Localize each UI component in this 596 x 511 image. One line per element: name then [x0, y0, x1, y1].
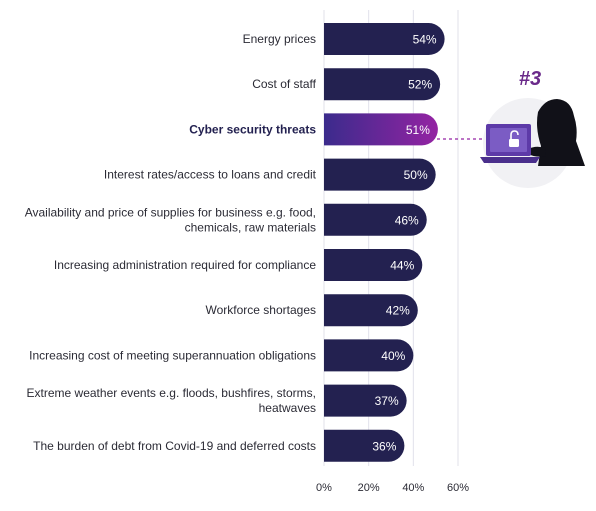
x-tick-label: 20%	[358, 482, 380, 494]
bar	[324, 384, 407, 417]
category-label: Increasing administration required for c…	[54, 258, 316, 272]
rank-label: #3	[519, 68, 541, 90]
bar-value-label: 40%	[381, 349, 405, 363]
category-labels: Energy prices Cost of staff Cyber security…	[25, 32, 317, 453]
hacker-laptop-icon	[480, 99, 585, 166]
category-label: Interest rates/access to loans and credi…	[104, 168, 317, 182]
x-axis-ticks: 0% 20% 40% 60%	[316, 482, 469, 494]
category-label-highlighted: Cyber security threats	[189, 122, 316, 136]
rank-callout: #3	[437, 68, 585, 188]
bar-value-label: 36%	[372, 439, 396, 453]
bar	[324, 339, 414, 372]
bar-value-label: 37%	[375, 394, 399, 408]
bar-value-label: 50%	[404, 168, 428, 182]
bar-value-label: 44%	[390, 259, 414, 273]
bar-highlighted	[324, 113, 438, 146]
bar	[324, 294, 418, 327]
bar	[324, 158, 436, 191]
category-label: The burden of debt from Covid-19 and def…	[33, 439, 316, 453]
bar-value-label: 51%	[406, 123, 430, 137]
bar-value-label: 46%	[395, 213, 419, 227]
bars: 54% 52% 51% 50% 46% 44% 42% 40% 37% 36%	[324, 23, 445, 462]
bar	[324, 429, 405, 462]
bar	[324, 23, 445, 55]
bar	[324, 249, 423, 281]
bar-value-label: 52%	[408, 78, 432, 92]
category-label: Workforce shortages	[206, 303, 317, 317]
bar-value-label: 42%	[386, 304, 410, 318]
category-label: Cost of staff	[252, 77, 316, 91]
bar-value-label: 54%	[413, 33, 437, 47]
x-tick-label: 60%	[447, 482, 469, 494]
bar	[324, 203, 427, 236]
category-label: Extreme weather events e.g. floods, bush…	[27, 386, 316, 415]
x-tick-label: 0%	[316, 482, 332, 494]
bar	[324, 68, 441, 101]
category-label: Energy prices	[243, 32, 316, 46]
x-tick-label: 40%	[402, 482, 424, 494]
category-label: Increasing cost of meeting superannuatio…	[29, 348, 316, 362]
category-label: Availability and price of supplies for b…	[25, 205, 316, 234]
